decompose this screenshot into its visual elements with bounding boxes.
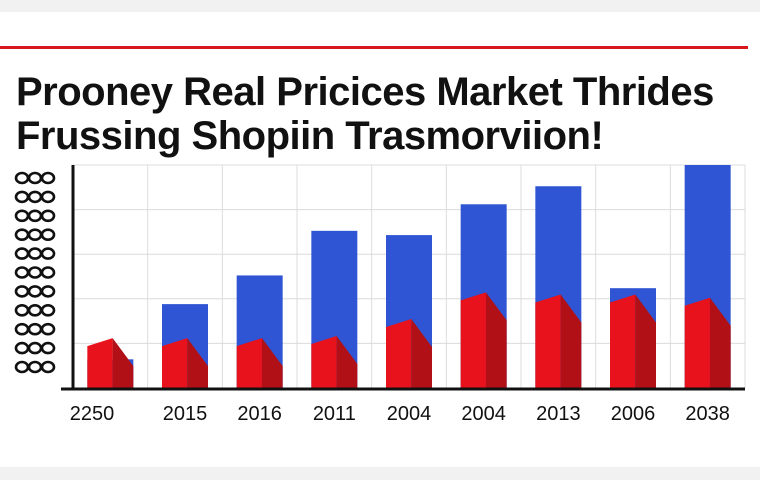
bar-red-side [112,338,134,388]
y-tick-glyph [27,285,43,298]
title-line-1: Prooney Real Pricices Market Thrides [16,70,714,114]
y-tick-labels [14,171,56,374]
x-tick-label: 2011 [313,403,356,425]
bar-red-side [560,294,582,388]
y-tick-glyph [14,247,30,260]
y-tick-glyph [40,266,56,279]
y-tick-glyph [40,285,56,298]
y-tick-glyph [14,322,30,336]
bar-red-front [386,318,412,388]
y-tick-glyph [27,303,43,317]
x-tick-label: 2013 [536,403,581,425]
bar-red-front [236,338,262,388]
bar-red-front [610,294,636,388]
y-tick-glyph [14,360,30,374]
bar-red-front [87,338,113,388]
chart-title: Prooney Real Pricices Market Thrides Fru… [16,70,736,158]
y-tick-glyph [40,322,56,336]
x-tick-label: 2038 [685,403,730,425]
y-tick-glyph [40,190,56,204]
bar-red-side [336,335,358,388]
bar-red-front [535,294,561,388]
y-tick-glyph [40,228,56,241]
y-tick-glyph [40,360,56,374]
bars [87,165,731,388]
x-tick-label: 2016 [237,403,282,425]
y-tick-glyph [14,303,30,317]
y-tick-glyph [14,228,30,241]
y-tick-glyph [14,341,30,355]
x-tick-label: 2004 [387,403,432,425]
bar-red-front [311,335,337,388]
y-tick-glyph [27,228,43,241]
x-tick-label: 2250 [70,403,115,425]
chart-card [0,12,760,467]
y-tick-glyph [40,303,56,317]
bar-red-side [485,292,507,388]
bar-red-side [411,318,432,388]
y-tick-glyph [40,247,56,260]
bar-red-front [162,338,188,388]
y-tick-glyph [27,360,43,374]
y-tick-glyph [14,171,30,185]
y-tick-glyph [27,171,43,185]
x-tick-label: 2006 [611,403,656,425]
bar-red-side [187,338,208,388]
accent-rule [0,46,748,49]
y-tick-glyph [27,266,43,279]
y-tick-glyph [40,171,56,185]
y-tick-glyph [14,209,30,223]
bar-red-side [709,297,731,388]
y-tick-glyph [40,341,56,355]
bar-red-side [635,294,656,388]
x-tick-label: 2015 [163,403,208,425]
y-tick-glyph [14,266,30,279]
y-tick-glyph [27,247,43,260]
y-tick-glyph [40,209,56,223]
y-tick-glyph [14,285,30,298]
y-tick-glyph [27,322,43,336]
bar-red-front [684,297,710,388]
x-tick-label: 2004 [461,403,506,425]
bar-red-side [261,338,283,388]
y-tick-glyph [27,209,43,223]
y-tick-glyph [27,341,43,355]
x-tick-labels: 2250 2015 2016 2011 2004 2004 2013 2006 2038 [70,403,730,425]
bar-red-front [460,292,486,388]
y-tick-glyph [27,190,43,204]
y-tick-glyph [14,190,30,204]
title-line-2: Frussing Shopiin Trasmorviion! [16,114,604,158]
axes [61,165,745,391]
